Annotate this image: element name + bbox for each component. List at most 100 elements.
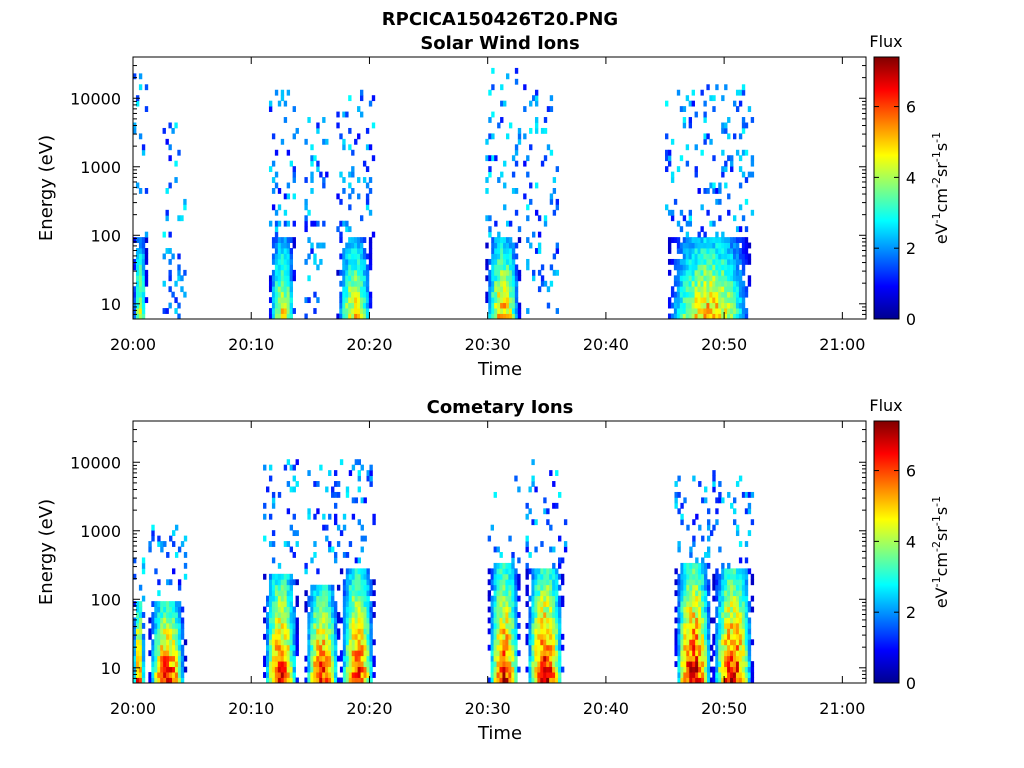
heatmap-cell: [363, 568, 367, 575]
heatmap-cell: [277, 313, 282, 320]
heatmap-cell: [741, 666, 746, 673]
heatmap-cell: [496, 661, 500, 668]
heatmap-cell: [363, 497, 367, 504]
heatmap-cell: [490, 622, 494, 629]
heatmap-cell: [266, 666, 270, 673]
heatmap-cell: [526, 264, 530, 271]
heatmap-cell: [485, 242, 489, 249]
heatmap-cell: [744, 149, 749, 156]
heatmap-cell: [718, 546, 722, 553]
heatmap-cell: [316, 622, 320, 629]
heatmap-cell: [712, 253, 716, 260]
heatmap-cell: [733, 612, 737, 618]
heatmap-cell: [706, 209, 710, 216]
heatmap-cell: [163, 672, 167, 678]
heatmap-cell: [319, 242, 323, 249]
heatmap-cell: [365, 193, 370, 200]
heatmap-cell: [730, 661, 734, 668]
heatmap-cell: [280, 584, 285, 591]
heatmap-cell: [368, 209, 373, 216]
heatmap-cell: [307, 666, 311, 673]
heatmap-cell: [685, 220, 690, 227]
heatmap-cell: [738, 628, 743, 635]
heatmap-cell: [369, 644, 373, 651]
heatmap-cell: [552, 209, 557, 216]
heatmap-cell: [348, 280, 352, 287]
heatmap-cell: [741, 568, 746, 575]
heatmap-cell: [505, 601, 509, 607]
heatmap-cell: [357, 269, 361, 276]
heatmap-cell: [508, 590, 512, 597]
heatmap-cell: [322, 661, 326, 668]
heatmap-cell: [744, 248, 749, 254]
heatmap-cell: [503, 275, 507, 282]
heatmap-cell: [537, 286, 542, 293]
heatmap-cell: [724, 622, 728, 629]
heatmap-cell: [706, 677, 711, 684]
heatmap-cell: [345, 491, 350, 498]
heatmap-cell: [169, 672, 173, 678]
heatmap-cell: [697, 253, 701, 260]
heatmap-cell: [144, 280, 149, 287]
heatmap-cell: [724, 302, 728, 309]
heatmap-cell: [165, 209, 169, 216]
heatmap-cell: [733, 519, 737, 526]
heatmap-cell: [365, 308, 370, 314]
heatmap-cell: [683, 606, 687, 613]
heatmap-cell: [528, 612, 532, 618]
heatmap-cell: [500, 253, 504, 260]
heatmap-cell: [686, 633, 690, 640]
heatmap-cell: [555, 606, 559, 613]
heatmap-cell: [133, 297, 137, 304]
heatmap-cell: [280, 302, 285, 309]
heatmap-cell: [552, 562, 556, 569]
heatmap-cell: [266, 612, 270, 618]
heatmap-cell: [133, 666, 137, 673]
heatmap-cell: [680, 672, 684, 678]
heatmap-cell: [174, 612, 179, 618]
heatmap-cell: [310, 171, 314, 178]
heatmap-cell: [357, 666, 361, 673]
heatmap-cell: [304, 215, 308, 222]
heatmap-cell: [286, 622, 291, 629]
heatmap-cell: [157, 661, 161, 668]
heatmap-cell: [555, 677, 559, 684]
heatmap-cell: [727, 242, 731, 249]
heatmap-cell: [540, 264, 545, 271]
heatmap-cell: [271, 530, 276, 537]
heatmap-cell: [354, 584, 359, 591]
heatmap-cell: [674, 502, 678, 509]
heatmap-cell: [683, 568, 687, 575]
heatmap-cell: [354, 313, 358, 320]
heatmap-cell: [555, 502, 559, 509]
heatmap-cell: [517, 579, 521, 586]
heatmap-cell: [744, 612, 749, 618]
heatmap-cell: [502, 573, 506, 580]
heatmap-cell: [494, 308, 498, 314]
heatmap-cell: [165, 138, 169, 145]
heatmap-cell: [342, 188, 346, 194]
heatmap-cell: [511, 622, 515, 629]
heatmap-cell: [280, 579, 285, 586]
heatmap-cell: [511, 557, 515, 564]
heatmap-cell: [151, 672, 155, 678]
heatmap-cell: [491, 242, 495, 249]
heatmap-cell: [289, 269, 294, 276]
heatmap-cell: [177, 579, 182, 586]
heatmap-cell: [351, 464, 356, 471]
heatmap-cell: [342, 524, 347, 531]
heatmap-cell: [157, 639, 161, 646]
heatmap-cell: [138, 248, 143, 254]
heatmap-cell: [351, 579, 356, 586]
heatmap-cell: [677, 666, 681, 673]
heatmap-cell: [741, 122, 746, 129]
heatmap-cell: [485, 297, 489, 304]
heatmap-cell: [715, 606, 719, 613]
heatmap-cell: [508, 579, 512, 586]
heatmap-cell: [718, 275, 722, 282]
heatmap-cell: [166, 579, 170, 586]
heatmap-cell: [368, 264, 373, 271]
heatmap-cell: [280, 258, 285, 265]
heatmap-cell: [168, 258, 172, 265]
heatmap-cell: [735, 308, 740, 314]
